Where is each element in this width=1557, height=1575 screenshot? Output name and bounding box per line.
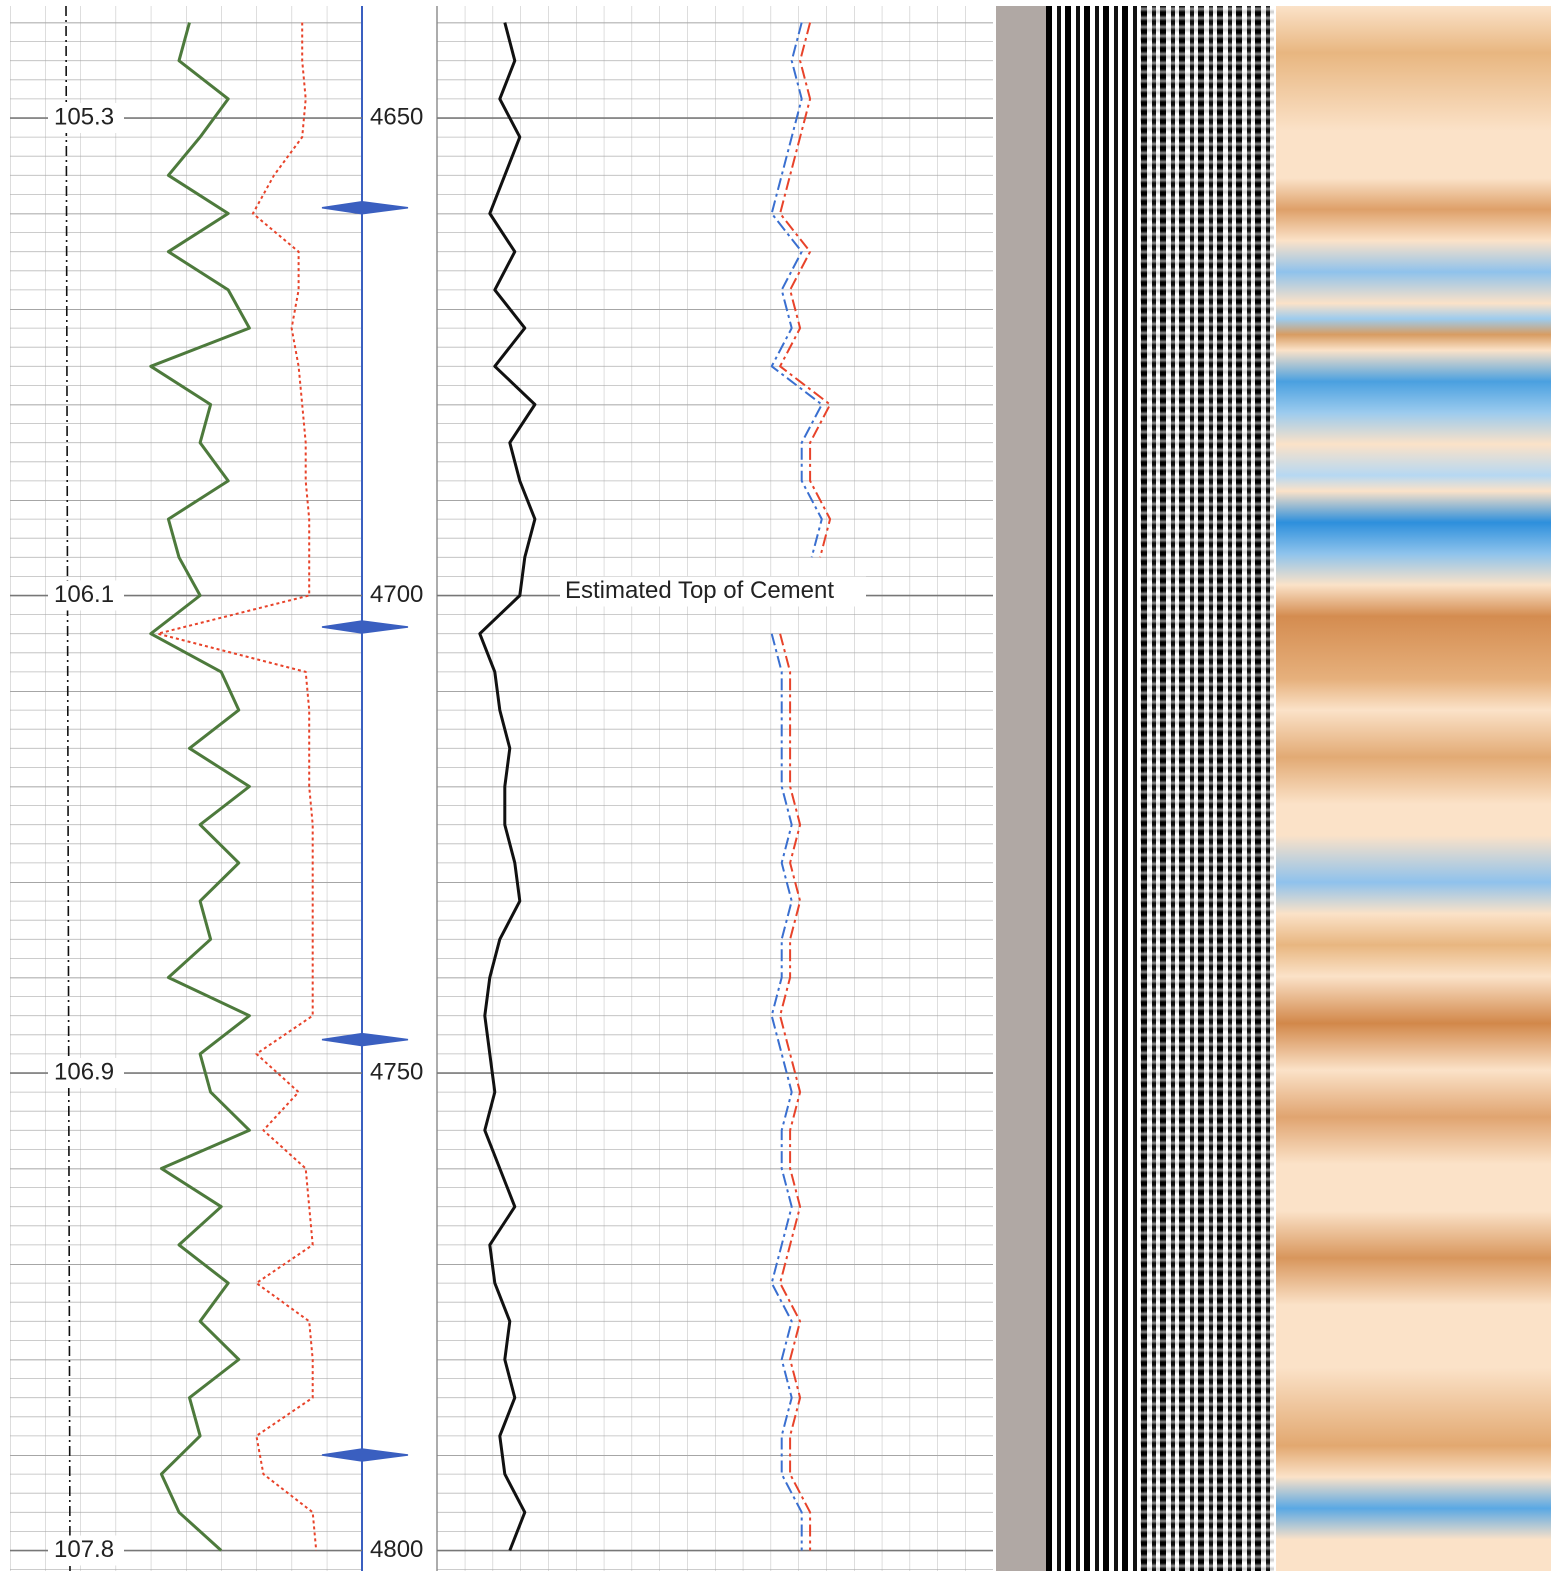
depth-label: 4650 — [370, 103, 423, 130]
collar-marker — [321, 1448, 409, 1462]
label-background — [366, 1535, 434, 1566]
log-curve — [770, 22, 823, 1551]
depth-label: 4800 — [370, 1536, 423, 1563]
collar-marker — [321, 620, 409, 634]
annotation: Estimated Top of Cement — [565, 577, 834, 604]
left-axis-label: 106.1 — [54, 581, 114, 608]
label-background — [48, 1058, 124, 1088]
left-axis-label: 105.3 — [54, 103, 114, 130]
collar-marker — [321, 1032, 409, 1047]
log-curve — [156, 22, 318, 1551]
log-curve — [779, 22, 832, 1551]
cement-map — [1276, 6, 1551, 1571]
label-background — [48, 1535, 124, 1566]
depth-label: 4700 — [370, 581, 423, 608]
label-background — [366, 103, 434, 133]
collar-marker — [321, 201, 409, 215]
track2-grid — [437, 6, 993, 1571]
label-background — [48, 103, 124, 133]
label-background — [48, 580, 124, 611]
log-curve — [478, 22, 537, 1552]
log-curve — [149, 22, 251, 1552]
left-axis-label: 106.9 — [54, 1058, 114, 1085]
label-background — [366, 1058, 434, 1088]
depth-label: 4750 — [370, 1058, 423, 1085]
left-axis-label: 107.8 — [54, 1536, 114, 1563]
reference-line — [65, 5, 71, 1572]
label-background — [366, 580, 434, 611]
label-background — [560, 576, 866, 607]
variable-density-texture — [1140, 6, 1274, 1571]
